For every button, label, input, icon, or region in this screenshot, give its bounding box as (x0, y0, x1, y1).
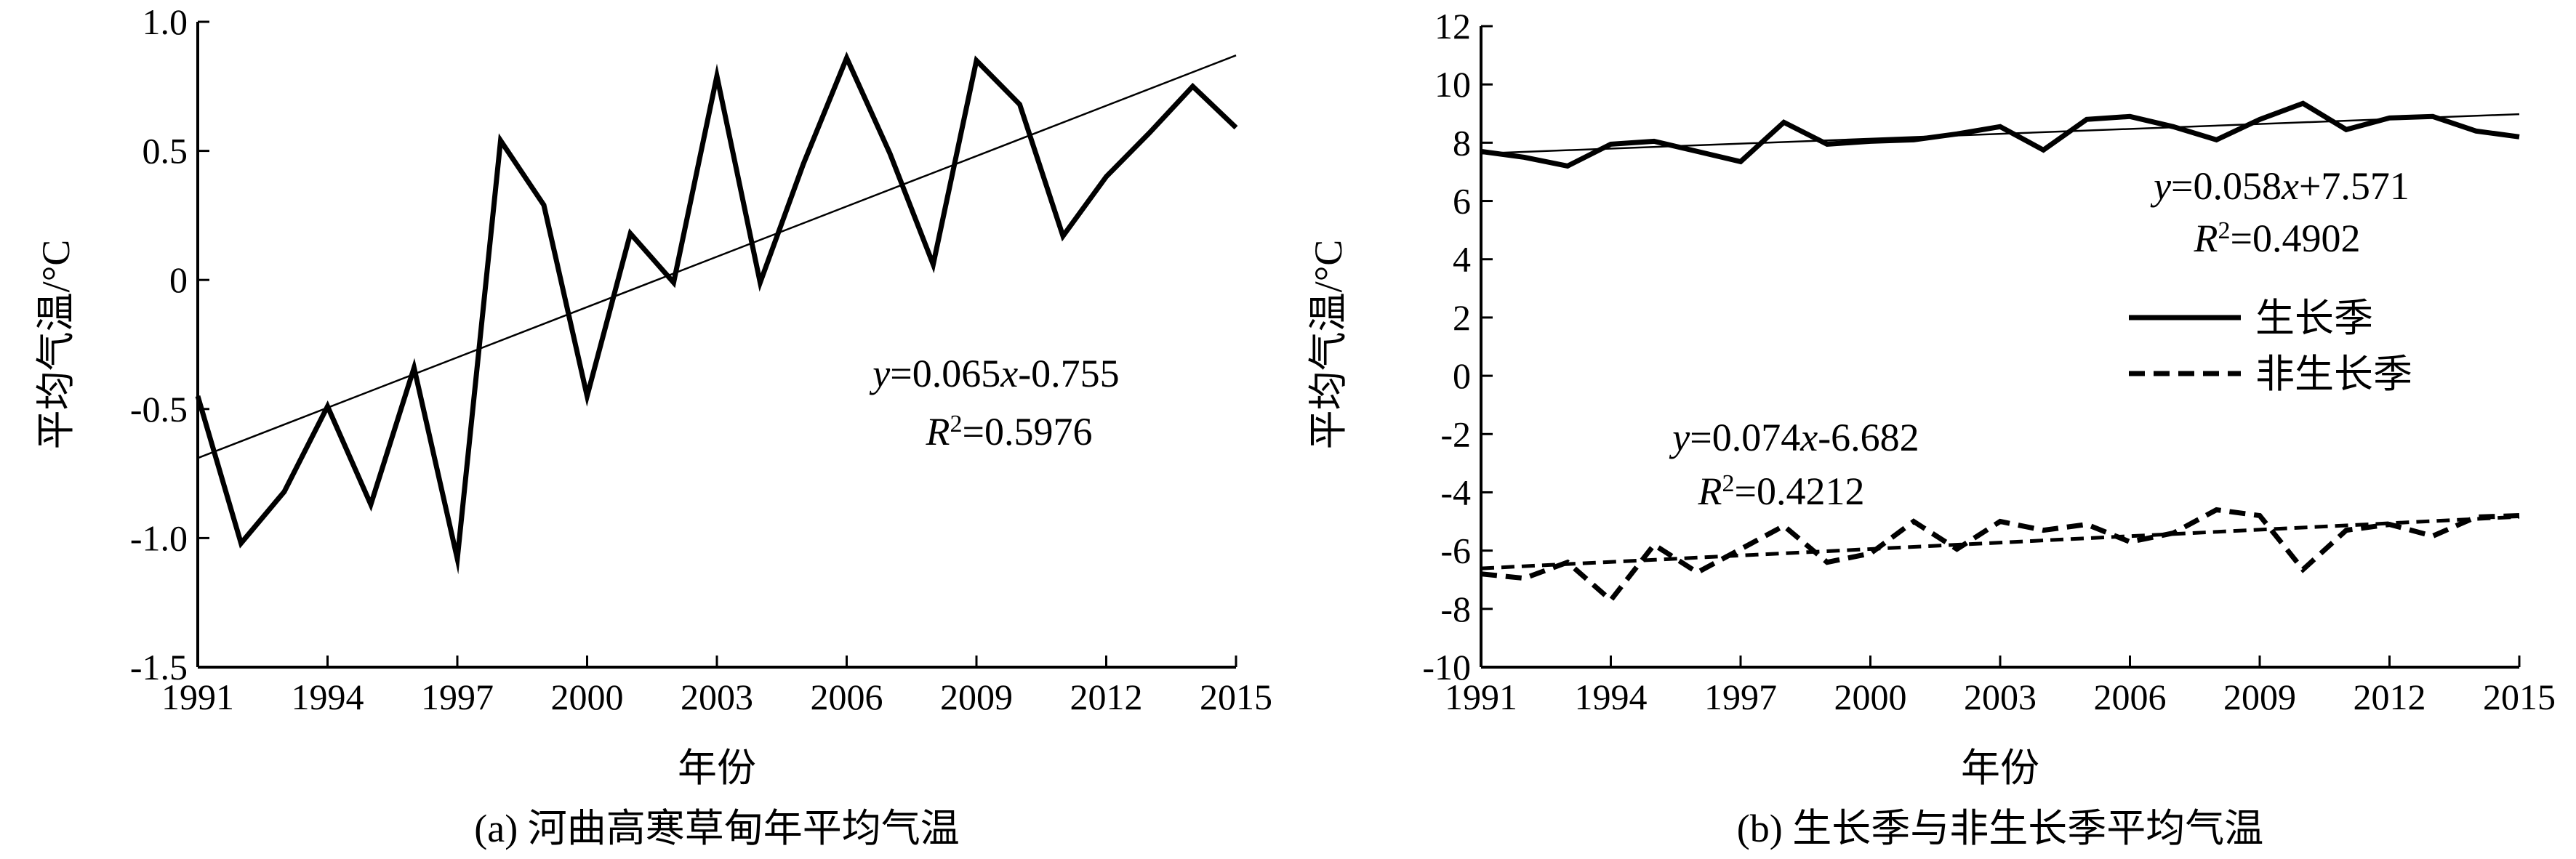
panel-a-x-ticks: 1991 1994 1997 2000 2003 2006 2009 2012 2015 (161, 656, 1272, 717)
panel-b-y-tick-label: -4 (1440, 472, 1471, 512)
panel-a-y-tick-label: -1.5 (130, 647, 188, 687)
panel-a-trend-equation: y=0.065x-0.755 (869, 352, 1119, 395)
panel-b-x-tick-label: 2015 (2483, 677, 2556, 717)
panel-b-series-line-2 (1480, 507, 2520, 604)
panel-a-x-tick-label: 2009 (940, 677, 1013, 717)
panel-a-trend-line-1 (197, 55, 1237, 459)
panel-b-trend-line-1 (1480, 113, 2520, 155)
panel-a-series (195, 51, 1238, 575)
panel-a-x-tick-label: 2015 (1200, 677, 1272, 717)
panel-a-x-tick-label: 2003 (681, 677, 753, 717)
panel-a-caption: (a) 河曲高寒草甸年平均气温 (474, 807, 959, 850)
panel-b-series (1480, 100, 2520, 604)
panel-a-series-line-1 (195, 51, 1238, 575)
panel-a-y-tick-label: -1.0 (130, 517, 188, 558)
panel-b-trend-line-2 (1480, 515, 2520, 570)
panel-b-y-axis-label: 平均气温/°C (1307, 240, 1350, 450)
panel-b-y-tick-label: 4 (1453, 239, 1471, 280)
panel-b-x-tick-label: 2012 (2354, 677, 2426, 717)
panel-b-y-tick-label: 10 (1435, 64, 1471, 105)
panel-a-x-tick-label: 1991 (161, 677, 234, 717)
panel-a-y-tick-label: 0 (169, 259, 188, 300)
panel-b-y-tick-label: 8 (1453, 122, 1471, 163)
panel-b-y-tick-label: 12 (1435, 6, 1471, 47)
panel-b-y-ticks: -10 -8 -6 -4 -2 0 2 4 6 8 10 12 (1422, 6, 1493, 687)
panel-b-x-tick-label: 1997 (1704, 677, 1777, 717)
panel-b-x-ticks: 1991 1994 1997 2000 2003 2006 2009 2012 2015 (1445, 656, 2556, 717)
panel-b-nongrowing-r-squared: R2=0.4212 (1698, 469, 1865, 513)
panel-a-y-ticks: -1.5 -1.0 -0.5 0 0.5 1.0 (130, 1, 209, 687)
panel-a-x-tick-label: 1997 (421, 677, 494, 717)
panel-a-x-tick-label: 1994 (292, 677, 364, 717)
panel-a-x-tick-label: 2012 (1070, 677, 1143, 717)
panel-b-y-tick-label: 0 (1453, 355, 1471, 396)
panel-b-growing-trend-equation: y=0.058x+7.571 (2150, 164, 2410, 208)
panel-b-x-tick-label: 1994 (1575, 677, 1648, 717)
panel-a-r-squared: R2=0.5976 (926, 410, 1093, 453)
panel-a-y-tick-label: 1.0 (143, 1, 188, 42)
panel-a-y-tick-label: -0.5 (130, 389, 188, 430)
panel-b-y-tick-label: 2 (1453, 297, 1471, 338)
panel-a-x-tick-label: 2006 (811, 677, 883, 717)
panel-a-x-tick-label: 2000 (551, 677, 624, 717)
panel-a-x-axis-label: 年份 (678, 746, 756, 790)
legend-growing-season-label: 生长季 (2255, 297, 2373, 340)
panel-b-x-tick-label: 2009 (2223, 677, 2296, 717)
panel-b-series-line-1 (1480, 100, 2520, 169)
panel-b-growing-r-squared: R2=0.4902 (2194, 217, 2361, 260)
panel-a-y-tick-label: 0.5 (143, 131, 188, 172)
panel-a-y-axis-label: 平均气温/°C (34, 240, 78, 450)
panel-b-caption: (b) 生长季与非生长季平均气温 (1737, 807, 2263, 850)
panel-b-y-tick-label: -6 (1440, 531, 1471, 571)
panel-b-y-tick-label: -2 (1440, 414, 1471, 454)
panel-b-x-tick-label: 1991 (1445, 677, 1517, 717)
panel-b-y-tick-label: 6 (1453, 181, 1471, 222)
panel-b-legend: 生长季 非生长季 (2129, 297, 2412, 396)
panel-b-nongrowing-trend-equation: y=0.074x-6.682 (1669, 416, 1919, 459)
panel-a: -1.5 -1.0 -0.5 0 0.5 1.0 1991 1994 1997 2000 2003… (34, 1, 1272, 850)
panel-b-x-tick-label: 2003 (1964, 677, 2037, 717)
panel-b-x-tick-label: 2000 (1834, 677, 1907, 717)
legend-non-growing-season-label: 非生长季 (2255, 352, 2412, 396)
panel-b-x-axis-label: 年份 (1961, 746, 2039, 790)
panel-b: -10 -8 -6 -4 -2 0 2 4 6 8 10 12 1991 1994 1997 2000 200… (1307, 6, 2556, 850)
panel-b-x-tick-label: 2006 (2094, 677, 2167, 717)
panel-b-y-tick-label: -8 (1440, 589, 1471, 629)
panel-b-y-tick-label: -10 (1422, 647, 1471, 687)
